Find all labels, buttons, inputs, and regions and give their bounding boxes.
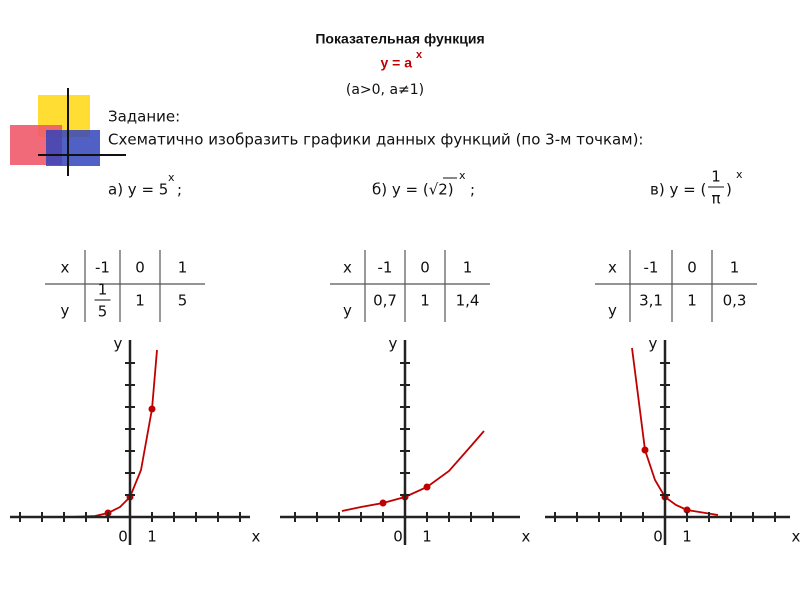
origin-label: 0 <box>653 528 663 546</box>
curve <box>631 347 719 516</box>
curve <box>341 430 485 512</box>
unit-label: 1 <box>422 528 432 546</box>
formula-exp: x <box>416 49 423 61</box>
function-tail: ; <box>470 181 475 199</box>
point <box>423 483 431 491</box>
table-cell: y <box>343 302 352 320</box>
table-cell: 0,7 <box>373 292 397 310</box>
table-cell: -1 <box>378 259 393 277</box>
table-cell: x <box>343 259 352 277</box>
origin-label: 0 <box>393 528 403 546</box>
condition: (a>0, a≠1) <box>346 82 424 98</box>
table-cell: 0 <box>420 259 430 277</box>
unit-label: 1 <box>682 528 692 546</box>
table-cell: x <box>61 259 70 277</box>
table-cell: 1 <box>687 292 697 310</box>
unit-label: 1 <box>147 528 157 546</box>
table-cell: 1 <box>463 259 473 277</box>
point <box>379 499 387 507</box>
table-cell: 1 <box>178 259 188 277</box>
function-close: ) <box>726 181 732 199</box>
fraction-den: 5 <box>98 303 108 321</box>
axis-label: y <box>649 335 658 353</box>
axis-label: y <box>114 335 123 353</box>
table-cell: 0,3 <box>723 292 747 310</box>
deco-blue <box>46 130 100 166</box>
fraction-den: π <box>711 190 720 208</box>
table-cell: y <box>61 302 70 320</box>
table-cell: 1,4 <box>456 292 480 310</box>
axis-label: x <box>522 528 531 546</box>
title: Показательная функция <box>315 31 484 47</box>
function: б) y = (√2) <box>372 181 454 199</box>
point <box>148 405 156 413</box>
axis-label: x <box>252 528 261 546</box>
function: а) y = 5 <box>108 181 168 199</box>
fraction-num: 1 <box>711 168 721 186</box>
tables: x -1 0 1 y 1 5 1 5 x -1 0 1 y 0,7 1 1,4 x -1 0 1 y 3,1 1 0,3 <box>45 250 757 322</box>
table-cell: 1 <box>730 259 740 277</box>
origin-label: 0 <box>118 528 128 546</box>
fraction-num: 1 <box>98 281 108 299</box>
table-cell: x <box>608 259 617 277</box>
table-cell: 5 <box>178 292 188 310</box>
task-text: Схематично изобразить графики данных фун… <box>108 131 643 149</box>
function-exp: x <box>736 168 743 181</box>
table-cell: 3,1 <box>639 292 663 310</box>
formula: y = a <box>380 55 412 71</box>
point <box>641 446 649 454</box>
table-cell: -1 <box>95 259 110 277</box>
curve <box>69 349 158 518</box>
function-exp: x <box>459 169 466 182</box>
table-cell: 0 <box>687 259 697 277</box>
table-cell: 0 <box>135 259 145 277</box>
table-cell: 1 <box>135 292 145 310</box>
axis-label: x <box>792 528 800 546</box>
task-label: Задание: <box>108 108 180 126</box>
function: в) y = ( <box>650 181 706 199</box>
point <box>683 506 691 514</box>
table-cell: -1 <box>644 259 659 277</box>
function-tail: ; <box>177 181 182 199</box>
table-cell: y <box>608 302 617 320</box>
axis-label: y <box>389 335 398 353</box>
function-exp: x <box>168 171 175 184</box>
table-cell: 1 <box>420 292 430 310</box>
